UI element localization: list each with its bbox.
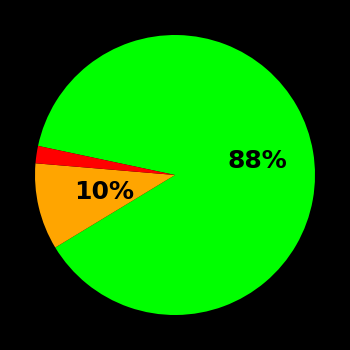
Wedge shape bbox=[35, 146, 175, 175]
Wedge shape bbox=[38, 35, 315, 315]
Text: 88%: 88% bbox=[228, 149, 288, 173]
Text: 10%: 10% bbox=[74, 180, 134, 204]
Wedge shape bbox=[35, 163, 175, 247]
